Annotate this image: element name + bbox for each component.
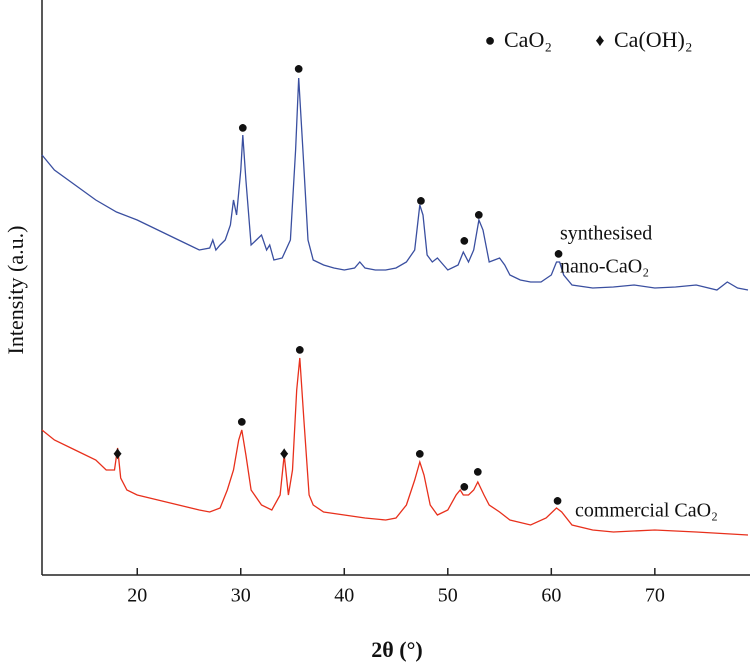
peak-marker: ● [473,204,484,224]
x-axis-label: 2θ (°) [371,637,422,662]
peak-marker: ● [552,490,563,510]
peak-marker: ● [237,117,248,137]
peak-marker: ● [459,476,470,496]
legend-symbol: ♦ [595,30,604,50]
legend-symbol: ● [485,30,496,50]
series-label: synthesised [560,223,652,245]
peak-marker: ● [294,339,305,359]
x-tick-label: 20 [127,585,147,607]
legend-label: CaO₂ [504,27,552,52]
x-tick-label: 50 [438,585,458,607]
series-line [41,77,749,291]
x-tick-label: 70 [645,585,665,607]
peak-marker: ● [236,411,247,431]
x-tick-label: 30 [231,585,251,607]
series-label: commercial CaO₂ [575,500,718,522]
x-tick-label: 40 [334,585,354,607]
peak-marker: ● [472,461,483,481]
y-axis-label: Intensity (a.u.) [3,226,28,355]
peak-marker: ● [553,243,564,263]
peak-marker: ● [459,230,470,250]
legend-label: Ca(OH)₂ [614,27,693,52]
x-tick-label: 60 [541,585,561,607]
series-label: nano-CaO₂ [560,256,649,278]
series-line [41,357,749,536]
peak-marker: ● [293,58,304,78]
peak-marker: ♦ [280,443,289,463]
peak-marker: ♦ [113,443,122,463]
peak-marker: ● [414,443,425,463]
peak-marker: ● [415,190,426,210]
